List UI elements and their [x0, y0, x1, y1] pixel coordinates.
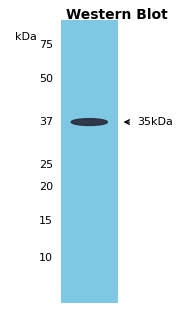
Text: 20: 20	[39, 182, 53, 192]
Text: kDa: kDa	[15, 32, 37, 42]
Bar	[61, 20, 118, 303]
Ellipse shape	[71, 119, 107, 125]
Text: Western Blot: Western Blot	[66, 8, 168, 22]
Text: 25: 25	[39, 160, 53, 170]
Text: 15: 15	[39, 216, 53, 226]
Text: 35kDa: 35kDa	[137, 117, 173, 127]
Text: 37: 37	[39, 117, 53, 127]
Text: 75: 75	[39, 40, 53, 50]
Text: 50: 50	[39, 74, 53, 84]
Text: 10: 10	[39, 253, 53, 263]
